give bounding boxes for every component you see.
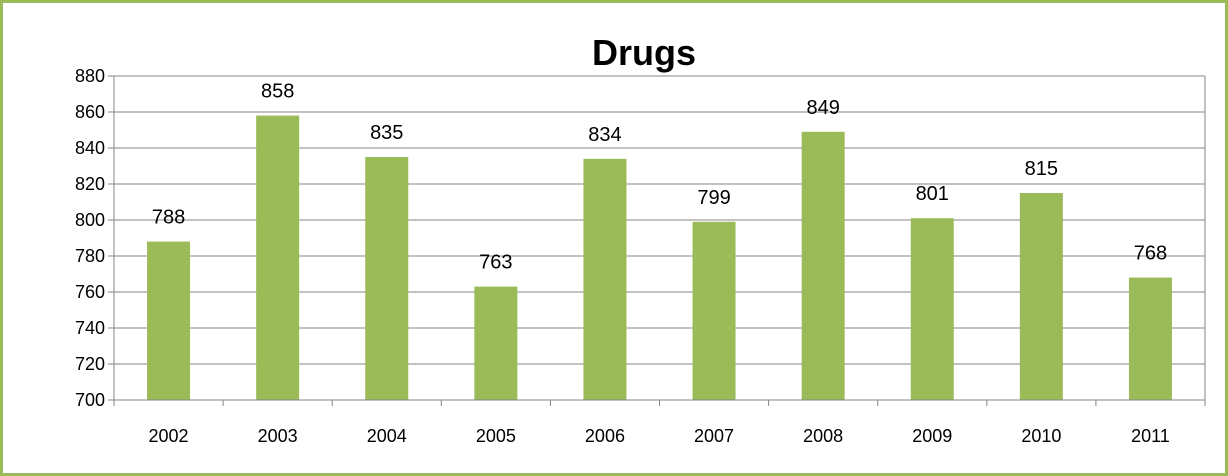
data-label: 799 xyxy=(697,187,730,209)
x-tick-label: 2003 xyxy=(258,426,298,446)
x-tick-label: 2005 xyxy=(476,426,516,446)
x-tick-label: 2004 xyxy=(367,426,407,446)
x-tick-label: 2009 xyxy=(912,426,952,446)
y-tick-label: 780 xyxy=(75,246,105,266)
x-tick-label: 2011 xyxy=(1131,426,1170,446)
y-tick-label: 740 xyxy=(75,318,105,338)
data-label: 815 xyxy=(1025,158,1058,180)
bars xyxy=(147,115,1172,401)
x-tick-labels: 2002 2003 2004 2005 2006 2007 2008 2009 2010 2011 xyxy=(149,426,1170,446)
y-tick-label: 880 xyxy=(75,66,105,86)
bar-2007 xyxy=(692,221,736,400)
y-tick-label: 840 xyxy=(75,138,105,158)
y-tick-label: 760 xyxy=(75,282,105,302)
x-tick-label: 2008 xyxy=(803,426,843,446)
bar-2006 xyxy=(583,158,627,400)
bar-2003 xyxy=(256,115,300,400)
data-label: 801 xyxy=(916,183,949,205)
y-tick-label: 720 xyxy=(75,354,105,374)
y-tick-label: 800 xyxy=(75,210,105,230)
y-tick-labels: 700 720 740 760 780 800 820 840 860 880 xyxy=(75,66,105,410)
x-tick-label: 2002 xyxy=(149,426,189,446)
bar-2010 xyxy=(1019,193,1063,400)
data-label: 768 xyxy=(1134,243,1167,265)
data-labels: 788 858 835 763 834 799 849 801 815 768 xyxy=(152,81,1167,274)
y-tick-label: 860 xyxy=(75,102,105,122)
bar-2004 xyxy=(365,157,409,400)
x-tick-label: 2010 xyxy=(1021,426,1061,446)
bar-2002 xyxy=(147,241,191,400)
bar-2008 xyxy=(801,131,845,401)
drugs-bar-chart: Drugs 700 720 740 760 780 800 820 840 860 880 200… xyxy=(75,32,1206,446)
x-tick-label: 2007 xyxy=(694,426,734,446)
data-label: 849 xyxy=(806,97,839,119)
data-label: 788 xyxy=(152,207,185,229)
y-tick-label: 700 xyxy=(75,390,105,410)
bar-2009 xyxy=(910,218,954,400)
y-tick-label: 820 xyxy=(75,174,105,194)
data-label: 834 xyxy=(588,124,621,146)
data-label: 763 xyxy=(479,252,512,274)
data-label: 858 xyxy=(261,81,294,103)
axes xyxy=(108,75,1206,406)
bar-2005 xyxy=(474,286,518,400)
bar-2011 xyxy=(1128,277,1172,400)
data-label: 835 xyxy=(370,122,403,144)
x-tick-label: 2006 xyxy=(585,426,625,446)
chart-title: Drugs xyxy=(592,32,696,73)
